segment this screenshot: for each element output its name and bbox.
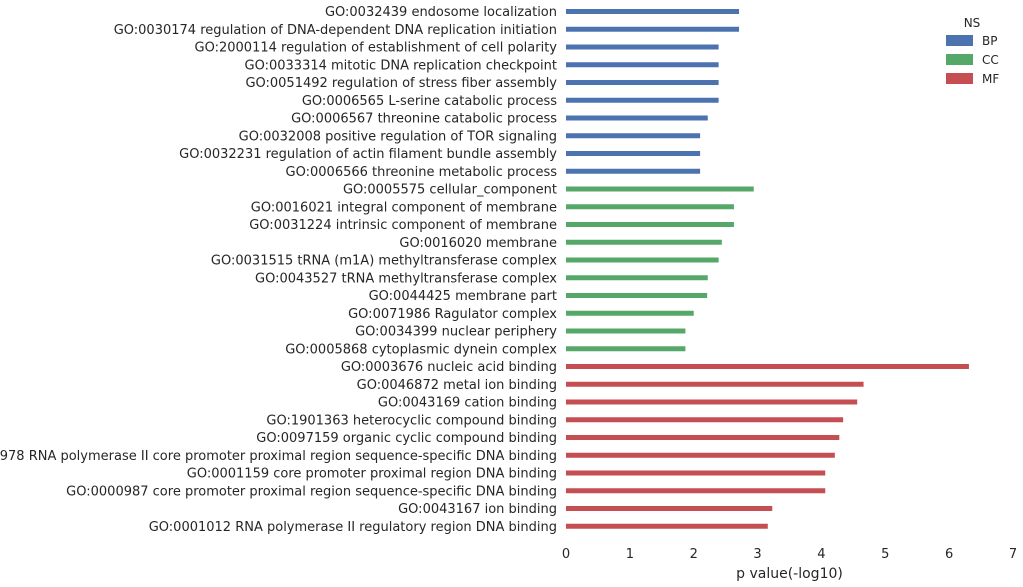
- category-label: GO:0031224 intrinsic component of membra…: [249, 218, 557, 233]
- bar-cc: [566, 293, 708, 298]
- bar-mf: [566, 470, 826, 476]
- bar-mf: [566, 417, 844, 423]
- category-label: GO:0051492 regulation of stress fiber as…: [245, 76, 557, 91]
- x-tick-label: 4: [817, 547, 825, 562]
- bar-cc: [566, 222, 734, 227]
- category-label: GO:0030174 regulation of DNA-dependent D…: [114, 23, 557, 38]
- legend-swatch-mf: [946, 73, 973, 84]
- category-label: GO:0001012 RNA polymerase II regulatory …: [149, 520, 557, 535]
- legend-items: BP CC MF: [946, 34, 999, 86]
- bar-bp: [566, 133, 701, 139]
- bar-bp: [566, 9, 740, 14]
- bars-layer: [566, 9, 969, 529]
- category-label: GO:0033314 mitotic DNA replication check…: [245, 58, 557, 73]
- bar-mf: [566, 523, 768, 529]
- category-label: GO:0032008 positive regulation of TOR si…: [239, 129, 557, 144]
- legend-swatch-bp: [946, 35, 973, 46]
- legend-label: CC: [982, 53, 999, 67]
- category-label: GO:0001159 core promoter proximal region…: [187, 467, 557, 482]
- bar-bp: [566, 151, 701, 156]
- x-tick-label: 1: [626, 547, 634, 562]
- x-tick-label: 5: [881, 547, 889, 562]
- bar-cc: [566, 257, 719, 263]
- bar-cc: [566, 310, 694, 316]
- x-tick-label: 3: [753, 547, 761, 562]
- category-label: GO:1901363 heterocyclic compound binding: [266, 413, 557, 428]
- legend-swatch-cc: [946, 54, 973, 65]
- x-axis-ticks: 0 1 2 3 4 5 6 7: [562, 547, 1017, 562]
- bar-mf: [566, 506, 773, 511]
- bar-bp: [566, 80, 719, 85]
- category-label: GO:0097159 organic cyclic compound bindi…: [256, 431, 557, 446]
- category-label: GO:0016021 integral component of membran…: [251, 200, 557, 215]
- category-label: GO:0044425 membrane part: [369, 289, 557, 304]
- legend-title: NS: [964, 16, 981, 30]
- category-label: GO:0005575 cellular_component: [343, 183, 557, 198]
- x-tick-label: 2: [690, 547, 698, 562]
- category-label: GO:0071986 Ragulator complex: [348, 307, 557, 322]
- x-tick-label: 6: [945, 547, 953, 562]
- category-label: GO:0043169 cation binding: [378, 396, 557, 411]
- bar-mf: [566, 435, 840, 440]
- category-label: GO:0032231 regulation of actin filament …: [179, 147, 557, 162]
- x-axis-title: p value(-log10): [736, 566, 843, 582]
- bar-cc: [566, 346, 686, 352]
- category-label: GO:0034399 nuclear periphery: [355, 325, 557, 340]
- category-label: GO:0006566 threonine metabolic process: [286, 165, 558, 180]
- bar-mf: [566, 364, 969, 369]
- legend-label: MF: [982, 72, 999, 86]
- category-label: GO:0005868 cytoplasmic dynein complex: [285, 342, 557, 357]
- bar-mf: [566, 488, 826, 494]
- bar-cc: [566, 275, 708, 281]
- category-label: GO:0006567 threonine catabolic process: [291, 112, 557, 127]
- category-label: GO:0043167 ion binding: [398, 502, 557, 517]
- bar-cc: [566, 204, 734, 210]
- x-tick-label: 0: [562, 547, 570, 562]
- bar-mf: [566, 452, 835, 458]
- category-label: GO:0000978 RNA polymerase II core promot…: [0, 449, 557, 464]
- legend-label: BP: [982, 34, 997, 48]
- category-label: GO:0032439 endosome localization: [325, 5, 557, 20]
- category-label: GO:0000987 core promoter proximal region…: [66, 484, 557, 499]
- legend: NS BP CC MF: [946, 16, 999, 86]
- bar-bp: [566, 62, 719, 68]
- bar-bp: [566, 168, 701, 174]
- category-labels: GO:0032439 endosome localization GO:00301…: [0, 5, 557, 535]
- bar-bp: [566, 115, 708, 121]
- bar-cc: [566, 328, 686, 334]
- category-label: GO:0031515 tRNA (m1A) methyltransferase …: [211, 254, 557, 269]
- category-label: GO:0006565 L-serine catabolic process: [302, 94, 557, 109]
- category-label: GO:0046872 metal ion binding: [357, 378, 557, 393]
- bar-bp: [566, 97, 719, 103]
- bar-mf: [566, 381, 864, 387]
- bar-mf: [566, 399, 858, 405]
- category-label: GO:2000114 regulation of establishment o…: [195, 41, 558, 56]
- category-label: GO:0016020 membrane: [399, 236, 557, 251]
- bar-bp: [566, 44, 719, 50]
- category-label: GO:0043527 tRNA methyltransferase comple…: [255, 271, 557, 286]
- x-tick-label: 7: [1009, 547, 1017, 562]
- bar-cc: [566, 186, 754, 192]
- bar-bp: [566, 26, 740, 32]
- bar-cc: [566, 239, 722, 245]
- category-label: GO:0003676 nucleic acid binding: [341, 360, 557, 375]
